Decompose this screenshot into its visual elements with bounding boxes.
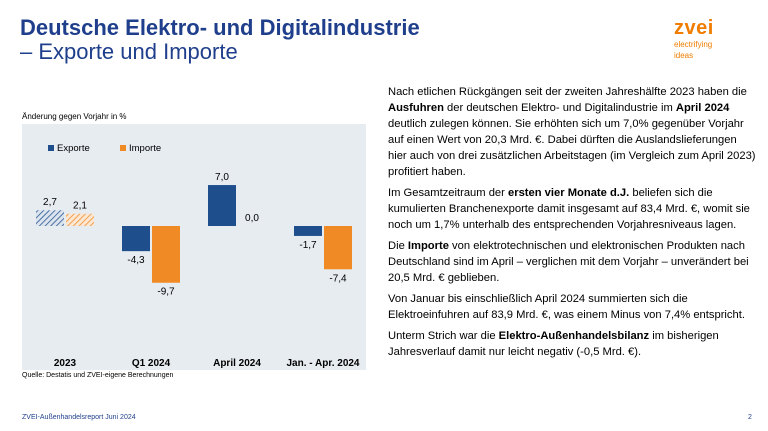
paragraph-4: Von Januar bis einschließlich April 2024…: [388, 291, 758, 323]
text-run: Von Januar bis einschließlich April 2024…: [388, 293, 745, 321]
chart-legend: Exporte Importe: [48, 143, 161, 154]
category-label-1: Q1 2024: [132, 358, 171, 369]
bar-importe-1: [152, 226, 180, 283]
chart-category-labels: 2023 Q1 2024 April 2024 Jan. - Apr. 2024: [54, 358, 360, 369]
logo-word: zvei: [674, 17, 714, 39]
footer-report-name: ZVEI-Außenhandelsreport Juni 2024: [22, 414, 136, 421]
zvei-logo: zvei electrifying ideas: [674, 18, 754, 60]
bold-phrase: Ausfuhren: [388, 102, 444, 114]
bar-exporte-2: [208, 185, 236, 226]
category-label-2: April 2024: [213, 358, 261, 369]
bar-exporte-0: [36, 210, 64, 226]
bold-phrase: Importe: [407, 240, 449, 252]
paragraph-2: Im Gesamtzeitraum der ersten vier Monate…: [388, 185, 758, 233]
data-label-exporte-2: 7,0: [215, 172, 229, 183]
text-run: Die: [388, 240, 408, 252]
bold-phrase: April 2024: [675, 102, 730, 114]
bar-exporte-3: [294, 226, 322, 236]
bar-importe-3: [324, 226, 352, 270]
legend-swatch-importe: [120, 145, 126, 151]
chart-subtitle: Änderung gegen Vorjahr in %: [22, 112, 127, 121]
text-run: Nach etlichen Rückgängen seit der zweite…: [388, 86, 747, 98]
category-label-3: Jan. - Apr. 2024: [287, 358, 360, 369]
legend-label-exporte: Exporte: [57, 143, 90, 154]
chart-source: Quelle: Destatis und ZVEI-eigene Berechn…: [22, 372, 174, 379]
legend-label-importe: Importe: [129, 143, 161, 154]
data-label-importe-1: -9,7: [157, 287, 175, 298]
text-run: im bisherigen Jahresverlauf damit nur le…: [388, 330, 719, 358]
title-line-2: – Exporte und Importe: [20, 39, 238, 64]
text-run: Im Gesamtzeitraum der: [388, 187, 508, 199]
logo-tagline-2: ideas: [674, 51, 694, 60]
title-line-1: Deutsche Elektro- und Digitalindustrie: [20, 15, 420, 40]
chart-data-labels: 2,7 2,1 -4,3 -9,7 7,0 0,0 -1,7 -7,4: [43, 172, 347, 298]
data-label-importe-0: 2,1: [73, 201, 87, 212]
data-label-exporte-0: 2,7: [43, 197, 57, 208]
legend-swatch-exporte: [48, 145, 54, 151]
chart-bars: [36, 185, 352, 283]
text-run: von elektrotechnischen und elektronische…: [388, 240, 749, 284]
bar-exporte-1: [122, 226, 150, 252]
chart-area: Exporte Importe 2,7 2,1 -4,3 -9,7 7,0 0,0 -1,7 -…: [22, 124, 366, 370]
bold-phrase: ersten vier Monate d.J.: [508, 187, 630, 199]
bar-importe-0: [66, 213, 94, 226]
category-label-0: 2023: [54, 358, 77, 369]
commentary-text: Nach etlichen Rückgängen seit der zweite…: [388, 84, 758, 365]
text-run: deutlich zulegen können. Sie erhöhten si…: [388, 118, 756, 178]
slide-title: Deutsche Elektro- und Digitalindustrie –…: [20, 16, 420, 64]
page-number: 2: [748, 414, 752, 421]
text-run: der deutschen Elektro- und Digitalindust…: [443, 102, 676, 114]
bold-phrase: Elektro-Außenhandelsbilanz: [498, 330, 650, 342]
data-label-exporte-1: -4,3: [127, 255, 145, 266]
bar-chart: Exporte Importe 2,7 2,1 -4,3 -9,7 7,0 0,0 -1,7 -…: [36, 143, 360, 369]
logo-tagline-1: electrifying: [674, 40, 713, 49]
paragraph-3: Die Importe von elektrotechnischen und e…: [388, 238, 758, 286]
paragraph-1: Nach etlichen Rückgängen seit der zweite…: [388, 84, 758, 180]
data-label-exporte-3: -1,7: [299, 240, 317, 251]
text-run: Unterm Strich war die: [388, 330, 499, 342]
data-label-importe-3: -7,4: [329, 273, 347, 284]
text-run: beliefen sich die kumulierten Branchenex…: [388, 187, 750, 231]
paragraph-5: Unterm Strich war die Elektro-Außenhande…: [388, 328, 758, 360]
data-label-importe-2: 0,0: [245, 213, 259, 224]
